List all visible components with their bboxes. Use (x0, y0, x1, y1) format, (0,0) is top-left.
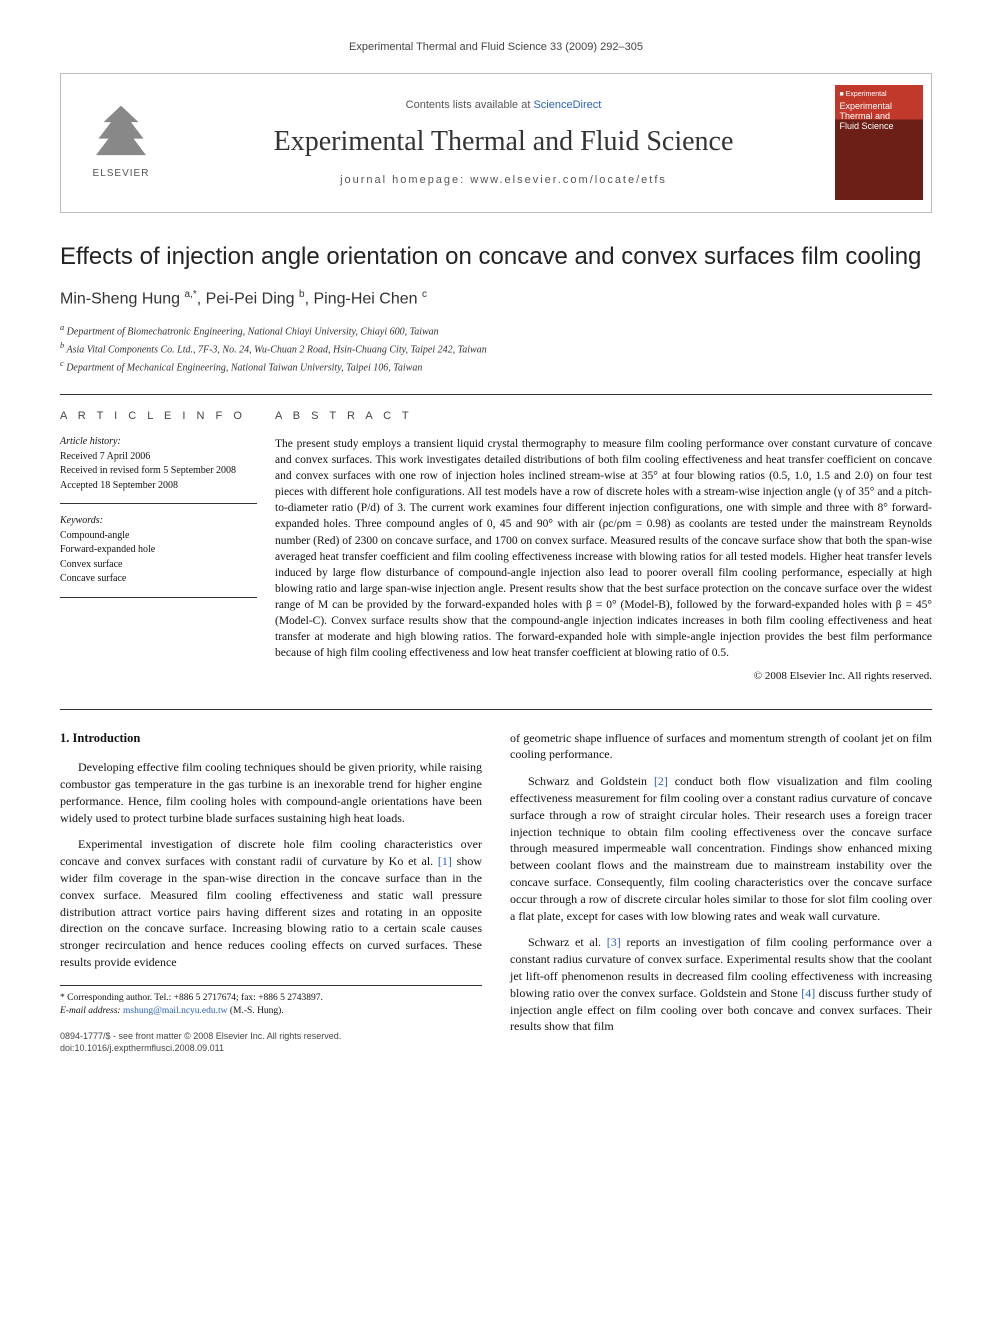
email-label: E-mail address: (60, 1006, 121, 1016)
body-paragraph: Experimental investigation of discrete h… (60, 836, 482, 970)
keywords-label: Keywords: (60, 514, 257, 528)
body-right-column: of geometric shape influence of surfaces… (510, 730, 932, 1055)
abstract-text: The present study employs a transient li… (275, 436, 932, 661)
journal-homepage-line: journal homepage: www.elsevier.com/locat… (340, 173, 667, 188)
journal-banner: ELSEVIER Contents lists available at Sci… (60, 73, 932, 213)
page-footer: 0894-1777/$ - see front matter © 2008 El… (60, 1031, 482, 1054)
journal-title: Experimental Thermal and Fluid Science (274, 123, 734, 161)
body-paragraph: Developing effective film cooling techni… (60, 759, 482, 826)
cover-small-text: ■ Experimental (840, 91, 918, 99)
corresponding-line: * Corresponding author. Tel.: +886 5 271… (60, 992, 482, 1004)
footer-front-matter: 0894-1777/$ - see front matter © 2008 El… (60, 1031, 482, 1043)
affiliation-a: a Department of Biomechatronic Engineeri… (60, 322, 932, 339)
body-paragraph: Schwarz et al. [3] reports an investigat… (510, 934, 932, 1035)
abstract-column: A B S T R A C T The present study employ… (275, 409, 932, 685)
email-line: E-mail address: mshung@mail.ncyu.edu.tw … (60, 1005, 482, 1017)
journal-banner-center: Contents lists available at ScienceDirec… (181, 74, 826, 212)
sciencedirect-link[interactable]: ScienceDirect (533, 99, 601, 111)
journal-cover-thumb: ■ Experimental Experimental Thermal and … (835, 85, 923, 200)
reference-link[interactable]: [3] (607, 935, 621, 949)
received-date: Received 7 April 2006 (60, 450, 257, 464)
accepted-date: Accepted 18 September 2008 (60, 479, 257, 493)
contents-available-line: Contents lists available at ScienceDirec… (406, 98, 602, 113)
reference-link[interactable]: [1] (438, 854, 452, 868)
article-title: Effects of injection angle orientation o… (60, 243, 932, 272)
corresponding-email-link[interactable]: mshung@mail.ncyu.edu.tw (123, 1006, 228, 1016)
article-info-column: A R T I C L E I N F O Article history: R… (60, 409, 275, 685)
article-history-block: Article history: Received 7 April 2006 R… (60, 435, 257, 504)
elsevier-tree-icon (96, 106, 146, 161)
affiliation-c: c Department of Mechanical Engineering, … (60, 358, 932, 375)
reference-link[interactable]: [4] (801, 986, 815, 1000)
authors-line: Min-Sheng Hung a,*, Pei-Pei Ding b, Ping… (60, 288, 932, 310)
homepage-url[interactable]: www.elsevier.com/locate/etfs (470, 174, 667, 186)
keyword-item: Compound-angle (60, 529, 257, 543)
section-heading-introduction: 1. Introduction (60, 730, 482, 748)
corresponding-author-footnote: * Corresponding author. Tel.: +886 5 271… (60, 985, 482, 1018)
publisher-logo-block: ELSEVIER (61, 74, 181, 212)
keyword-item: Forward-expanded hole (60, 543, 257, 557)
body-paragraph: Schwarz and Goldstein [2] conduct both f… (510, 773, 932, 924)
article-info-header: A R T I C L E I N F O (60, 409, 257, 424)
body-left-column: 1. Introduction Developing effective fil… (60, 730, 482, 1055)
body-two-column: 1. Introduction Developing effective fil… (60, 709, 932, 1055)
running-head: Experimental Thermal and Fluid Science 3… (60, 40, 932, 55)
abstract-header: A B S T R A C T (275, 409, 932, 424)
contents-prefix: Contents lists available at (406, 99, 534, 111)
publisher-label: ELSEVIER (93, 167, 150, 181)
abstract-copyright: © 2008 Elsevier Inc. All rights reserved… (275, 669, 932, 684)
article-history-label: Article history: (60, 435, 257, 449)
keywords-block: Keywords: Compound-angle Forward-expande… (60, 514, 257, 598)
email-author: (M.-S. Hung). (230, 1006, 284, 1016)
reference-link[interactable]: [2] (654, 774, 668, 788)
cover-title-l3: Fluid Science (840, 122, 918, 132)
homepage-prefix: journal homepage: (340, 174, 470, 186)
affiliation-b: b Asia Vital Components Co. Ltd., 7F-3, … (60, 340, 932, 357)
keyword-item: Concave surface (60, 572, 257, 586)
revised-date: Received in revised form 5 September 200… (60, 464, 257, 478)
body-paragraph: of geometric shape influence of surfaces… (510, 730, 932, 764)
affiliations: a Department of Biomechatronic Engineeri… (60, 322, 932, 376)
keyword-item: Convex surface (60, 558, 257, 572)
journal-cover-thumb-wrap: ■ Experimental Experimental Thermal and … (826, 74, 931, 212)
footer-doi: doi:10.1016/j.expthermflusci.2008.09.011 (60, 1043, 482, 1055)
